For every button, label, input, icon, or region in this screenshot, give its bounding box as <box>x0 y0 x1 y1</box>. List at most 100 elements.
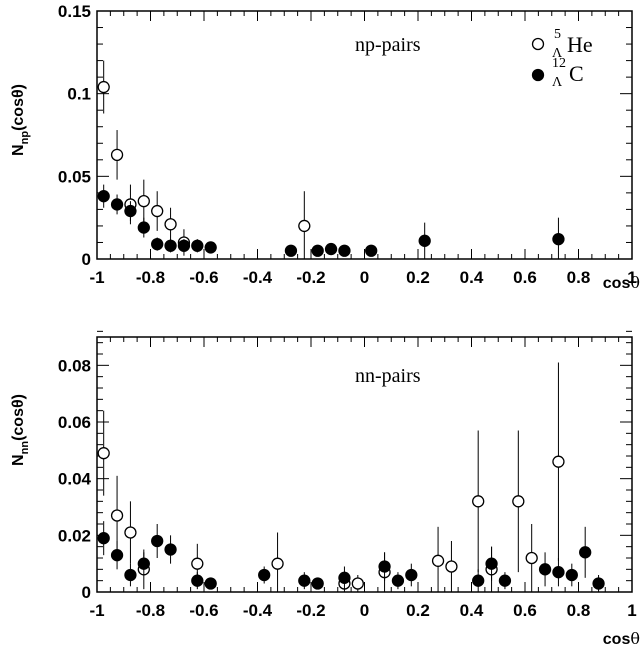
data-point-he <box>552 455 565 468</box>
data-point-c <box>204 241 217 254</box>
x-tick-labels: -1 -0.8 -0.6 -0.4 -0.2 0 0.2 0.4 0.6 0.8 1 <box>89 268 636 287</box>
legend-marker-filled <box>531 68 545 82</box>
data-point-c <box>191 239 204 252</box>
panel-annotation: np-pairs <box>355 34 421 56</box>
data-point-he <box>271 557 284 570</box>
y-tick-label: 0.02 <box>58 526 91 545</box>
data-point-c <box>97 190 110 203</box>
nn-pairs-panel: -1 -0.8 -0.6 -0.4 -0.2 0 0.2 0.4 0.6 0.8 1 0 0.02 0.… <box>10 330 640 648</box>
data-point-c <box>110 549 124 562</box>
data-point-c <box>258 568 271 582</box>
x-tick-label: -0.6 <box>189 268 218 287</box>
data-point-c <box>124 204 137 218</box>
data-point-he <box>445 560 458 573</box>
data-point-he <box>110 509 124 522</box>
y-tick-label: 0.08 <box>58 356 91 375</box>
x-tick-label: 0.2 <box>406 601 430 620</box>
data-point-c <box>137 221 150 234</box>
legend-sub: Λ <box>552 46 563 61</box>
x-tick-label: 1 <box>627 601 636 620</box>
y-tick-label: 0.1 <box>67 85 91 104</box>
legend-sub: Λ <box>552 75 563 90</box>
data-point-he <box>512 495 525 508</box>
legend-sup: 5 <box>554 27 561 42</box>
data-point-c <box>324 242 338 256</box>
y-tick-label: 0.15 <box>58 2 91 21</box>
x-tick-label: -0.8 <box>136 268 165 287</box>
data-point-c <box>378 560 391 573</box>
data-point-c <box>472 574 485 587</box>
x-tick-label: -0.4 <box>243 601 273 620</box>
y-tick-label: 0 <box>82 583 91 602</box>
legend-entry-c: 12 Λ C <box>531 56 584 90</box>
x-tick-label: 0.2 <box>406 268 430 287</box>
data-point-he <box>525 551 538 565</box>
x-tick-label: 1 <box>627 268 636 287</box>
data-point-he <box>97 80 110 94</box>
data-point-c <box>538 563 552 576</box>
x-tick-label: 0.4 <box>460 268 484 287</box>
y-tick-label: 0.06 <box>58 413 91 432</box>
data-point-c <box>177 239 191 252</box>
x-tick-label: 0.8 <box>567 601 591 620</box>
panel-annotation: nn-pairs <box>355 365 421 387</box>
data-point-c <box>565 568 578 582</box>
y-tick-label: 0.04 <box>58 470 92 489</box>
legend-marker-open <box>531 37 545 51</box>
data-point-he <box>351 577 364 590</box>
data-point-he <box>298 219 311 233</box>
data-point-he <box>97 447 110 460</box>
x-tick-label: 0 <box>360 601 369 620</box>
data-point-c <box>391 574 405 587</box>
data-point-c <box>124 568 137 582</box>
data-point-c <box>284 244 298 257</box>
axis-ticks <box>96 10 633 260</box>
data-points <box>97 362 605 592</box>
data-point-c <box>151 534 164 548</box>
data-point-c <box>164 239 177 252</box>
x-tick-label: -0.2 <box>296 268 325 287</box>
x-tick-label: -0.4 <box>243 268 273 287</box>
data-point-c <box>418 234 431 247</box>
x-tick-label: 0.6 <box>513 601 537 620</box>
x-tick-label: -1 <box>89 601 104 620</box>
data-point-c <box>298 574 311 587</box>
legend-sup: 12 <box>552 56 566 71</box>
data-point-he <box>124 526 137 539</box>
y-tick-labels: 0 0.05 0.1 0.15 <box>58 2 91 269</box>
legend-label: C <box>569 61 584 86</box>
x-tick-label: -0.8 <box>136 601 165 620</box>
data-points <box>97 60 565 259</box>
data-point-c <box>579 546 592 559</box>
data-point-he <box>472 495 485 508</box>
x-tick-label: 0.6 <box>513 268 537 287</box>
data-point-he <box>431 554 445 567</box>
data-point-c <box>151 237 164 251</box>
data-point-c <box>485 557 498 570</box>
data-point-c <box>137 557 150 570</box>
x-axis-title: cosθ <box>603 629 640 648</box>
data-point-he <box>164 218 177 231</box>
x-tick-label: 0.4 <box>460 601 484 620</box>
data-point-c <box>311 244 324 257</box>
data-point-c <box>191 574 204 587</box>
x-tick-label: -0.6 <box>189 601 218 620</box>
data-point-c <box>552 566 565 579</box>
data-point-c <box>204 577 217 590</box>
legend-label: He <box>567 32 593 57</box>
data-point-c <box>311 577 324 590</box>
data-point-c <box>592 577 605 590</box>
data-point-c <box>338 244 351 257</box>
data-point-he <box>151 204 164 218</box>
data-point-c <box>164 543 177 556</box>
y-axis-title: Nnp(cosθ) <box>10 84 31 156</box>
data-point-c <box>365 244 378 257</box>
data-point-c <box>405 568 418 582</box>
x-tick-label: 0.8 <box>567 268 591 287</box>
x-axis-title: cosθ <box>603 273 640 292</box>
y-tick-label: 0 <box>82 250 91 269</box>
np-pairs-panel: -1 -0.8 -0.6 -0.4 -0.2 0 0.2 0.4 0.6 0.8 1 0 0.05 0.… <box>10 2 640 292</box>
x-tick-label: -0.2 <box>296 601 325 620</box>
data-point-c <box>498 574 512 587</box>
